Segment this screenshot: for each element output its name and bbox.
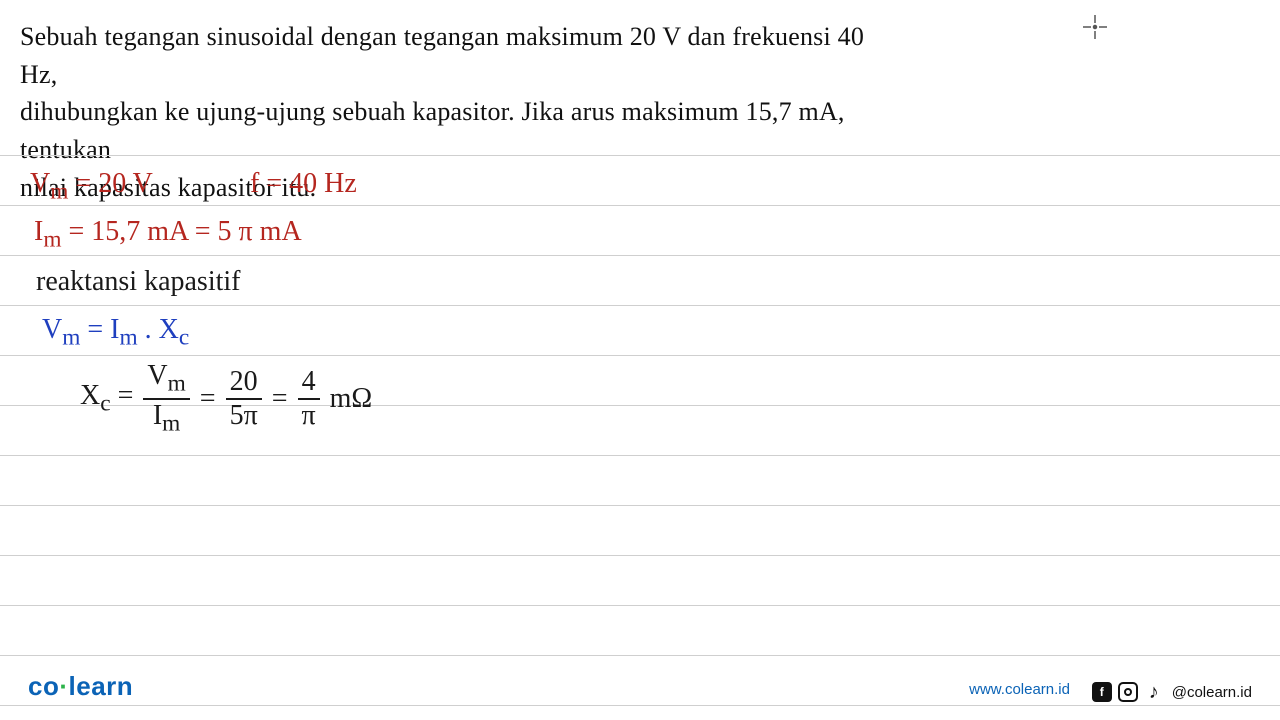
brand-logo: co·learn [28,671,133,702]
frac2-den: 5π [226,400,262,430]
f-expr: f = 40 Hz [250,168,357,199]
ruled-line [0,455,1280,456]
social-handle: @colearn.id [1172,684,1252,701]
frac-20-over-5pi: 20 5π [226,368,262,430]
ruled-line [0,255,1280,256]
vm2-symbol: V [42,314,62,345]
xc-derivation: Xc = Vm Im = 20 5π = 4 π mΩ [80,362,372,436]
reaktansi-label: reaktansi kapasitif [36,266,240,298]
vm-imxc-eq: Vm = Im . Xc [42,314,189,352]
facebook-icon: f [1092,682,1112,702]
im-given: Im = 15,7 mA = 5 π mA [34,216,302,254]
ruled-line [0,305,1280,306]
website-url: www.colearn.id [969,681,1070,698]
eq2: = [200,383,216,415]
ruled-line [0,155,1280,156]
crosshair-icon [1080,12,1110,42]
vm-symbol: V [30,168,50,199]
frac-4-over-pi: 4 π [298,368,320,430]
frac3-num: 4 [298,368,320,400]
eq1: = [68,168,98,199]
f-given: f = 40 Hz [250,168,357,200]
imxc-isub: m [120,325,138,351]
frac-vm-over-im: Vm Im [143,362,189,436]
frac2-num: 20 [226,368,262,400]
ruled-line [0,355,1280,356]
frac1-den: Im [143,400,189,436]
problem-line1: Sebuah tegangan sinusoidal dengan tegang… [20,22,864,89]
eq3: = [272,383,288,415]
ruled-line [0,555,1280,556]
imxc-x: . X [138,314,179,345]
vm2-sub: m [62,325,80,351]
im-value: = 15,7 mA = 5 π mA [61,216,301,247]
imxc-i: = I [80,314,119,345]
im-sub: m [43,227,61,253]
page-root: Sebuah tegangan sinusoidal dengan tegang… [0,0,1280,720]
brand-co: co [28,671,59,701]
vm-sub: m [50,179,68,205]
brand-learn: learn [69,671,134,701]
socials: f ♪ @colearn.id [1092,682,1252,702]
frac3-den: π [298,400,320,430]
vm-value: 20 V [98,168,153,199]
im-symbol: I [34,216,43,247]
xc-symbol: Xc = [80,380,133,418]
instagram-icon [1118,682,1138,702]
tiktok-icon: ♪ [1144,682,1164,702]
frac1-num: Vm [143,362,189,400]
ruled-line [0,605,1280,606]
brand-dot: · [59,671,68,701]
ruled-line [0,205,1280,206]
footer: co·learn www.colearn.id f ♪ @colearn.id [0,664,1280,720]
vm-given: Vm = 20 V [30,168,153,206]
unit-mohm: mΩ [330,383,373,415]
imxc-csub: c [179,325,189,351]
ruled-line [0,505,1280,506]
reaktansi-text: reaktansi kapasitif [36,266,240,297]
ruled-line [0,655,1280,656]
